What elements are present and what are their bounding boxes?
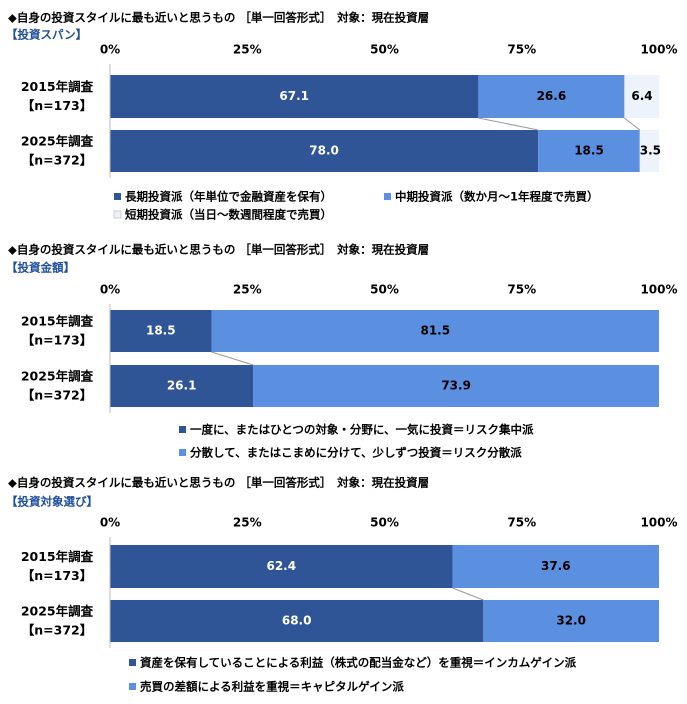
legend-label: 短期投資派（当日～数週間程度で売買） — [125, 208, 332, 222]
x-tick-label: 100% — [640, 43, 677, 57]
series-line — [211, 351, 254, 366]
category-label: 【n=173】 — [22, 568, 92, 583]
legend-label: 長期投資派（年単位で金融資産を保有） — [125, 190, 332, 204]
x-tick-label: 75% — [507, 516, 536, 530]
bar-segment — [110, 365, 254, 407]
category-label: 【n=173】 — [22, 98, 92, 113]
x-tick-label: 100% — [640, 283, 677, 297]
x-tick-label: 50% — [370, 516, 399, 530]
legend-swatch — [114, 193, 121, 200]
x-tick-label: 25% — [233, 516, 262, 530]
data-label: 26.1 — [167, 379, 197, 393]
category-label: 【n=372】 — [22, 153, 92, 168]
data-label: 18.5 — [574, 144, 604, 158]
legend-label: 売買の差額による利益を重視＝キャピタルゲイン派 — [140, 680, 404, 694]
data-label: 67.1 — [279, 89, 309, 103]
x-tick-label: 0% — [100, 43, 120, 57]
x-tick-label: 0% — [100, 516, 120, 530]
category-label: 2025年調査 — [21, 134, 94, 149]
series-line — [452, 587, 484, 601]
legend-swatch — [179, 426, 186, 433]
chart-title: ◆自身の投資スタイルに最も近いと思うもの ［単一回答形式］ 対象：現在投資層 — [8, 11, 429, 25]
legend-swatch — [113, 210, 122, 219]
bar-segment — [110, 130, 539, 172]
bar-segment — [452, 545, 659, 588]
legend-label: 分散して、またはこまめに分けて、少しずつ投資＝リスク分散派 — [190, 446, 522, 460]
legend-swatch — [129, 659, 136, 666]
bar-segment — [624, 75, 660, 118]
legend-label: 中期投資派（数か月～1年程度で売買） — [395, 190, 599, 204]
category-label: 2015年調査 — [21, 314, 94, 329]
data-label: 26.6 — [537, 89, 567, 103]
category-label: 2015年調査 — [21, 79, 94, 94]
data-label: 78.0 — [309, 144, 339, 158]
data-label: 37.6 — [541, 559, 571, 573]
x-tick-label: 0% — [100, 283, 120, 297]
x-tick-label: 50% — [370, 43, 399, 57]
x-tick-label: 75% — [507, 43, 536, 57]
bar-segment — [110, 600, 484, 642]
data-label: 68.0 — [282, 614, 312, 628]
category-label: 【n=372】 — [22, 388, 92, 403]
bar-segment — [110, 545, 453, 588]
series-line — [478, 117, 539, 131]
bar-segment — [110, 310, 212, 352]
chart-title: ◆自身の投資スタイルに最も近いと思うもの ［単一回答形式］ 対象：現在投資層 — [8, 476, 429, 490]
chart-title: ◆自身の投資スタイルに最も近いと思うもの ［単一回答形式］ 対象：現在投資層 — [8, 243, 429, 257]
legend-swatch — [129, 683, 136, 690]
x-tick-label: 25% — [233, 283, 262, 297]
chart-subtitle: 【投資対象選び】 — [6, 495, 98, 509]
x-tick-label: 25% — [233, 43, 262, 57]
x-tick-label: 100% — [640, 516, 677, 530]
series-line — [624, 117, 641, 131]
chart-subtitle: 【投資金額】 — [6, 261, 75, 275]
legend-swatch — [384, 193, 391, 200]
bar-segment — [483, 600, 659, 642]
legend-swatch — [179, 449, 186, 456]
data-label: 73.9 — [441, 379, 471, 393]
chart-subtitle: 【投資スパン】 — [6, 28, 87, 42]
category-label: 【n=372】 — [22, 623, 92, 638]
x-tick-label: 50% — [370, 283, 399, 297]
category-label: 2025年調査 — [21, 604, 94, 619]
category-label: 2025年調査 — [21, 369, 94, 384]
bar-segment — [110, 75, 479, 118]
legend-label: 一度に、またはひとつの対象・分野に、一気に投資＝リスク集中派 — [190, 423, 534, 437]
data-label: 32.0 — [556, 614, 586, 628]
x-tick-label: 75% — [507, 283, 536, 297]
data-label: 3.5 — [640, 144, 661, 158]
bar-segment — [478, 75, 625, 118]
category-label: 【n=173】 — [22, 333, 92, 348]
data-label: 81.5 — [420, 324, 450, 338]
bar-segment — [253, 365, 659, 407]
data-label: 6.4 — [631, 89, 652, 103]
category-label: 2015年調査 — [21, 549, 94, 564]
data-label: 62.4 — [266, 559, 296, 573]
bar-segment — [639, 130, 659, 172]
legend-label: 資産を保有していることによる利益（株式の配当金など）を重視＝インカムゲイン派 — [140, 656, 577, 670]
bar-segment — [538, 130, 640, 172]
bar-segment — [211, 310, 659, 352]
data-label: 18.5 — [146, 324, 176, 338]
